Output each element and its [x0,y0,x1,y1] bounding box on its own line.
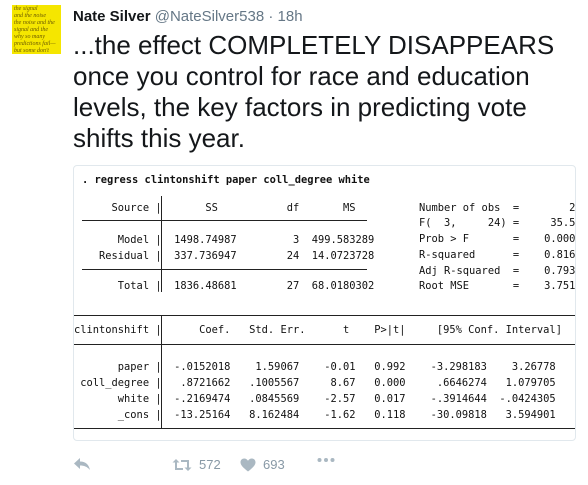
stat-root-mse: Root MSE = 3.7513 [419,280,576,292]
author-name[interactable]: Nate Silver [73,8,151,25]
anova-row-residual: Residual | 337.736947 24 14.0723728 [74,250,375,262]
coef-row-cons: _cons | -13.25164 8.162484 -1.62 0.118 -… [74,409,556,421]
like-count: 693 [263,457,285,472]
header-separator: · [268,8,274,25]
anova-rule-right-top [167,220,367,221]
retweet-button[interactable]: 572 [172,457,221,472]
coef-rule-left-bottom [74,428,164,429]
coef-rule-right-bottom [164,428,575,429]
stat-r-squared: R-squared = 0.8161 [419,249,576,261]
coef-vertical-rule [161,315,162,428]
stata-regression-output: . regress clintonshift paper coll_degree… [74,166,575,440]
stata-command: . regress clintonshift paper coll_degree… [82,174,370,186]
anova-rule-left-top [82,220,167,221]
more-icon [317,457,335,463]
anova-row-model: Model | 1498.74987 3 499.583289 [74,234,375,246]
stat-number-of-obs: Number of obs = 28 [419,202,576,214]
coef-row-paper: paper | -.0152018 1.59067 -0.01 0.992 -3… [74,361,556,373]
coef-row-white: white | -.2169474 .0845569 -2.57 0.017 -… [74,393,556,405]
anova-row-total: Total | 1836.48681 27 68.0180302 [74,280,375,292]
author-handle[interactable]: @NateSilver538 [154,8,265,25]
tweet-timestamp[interactable]: 18h [277,8,303,25]
stat-prob-f: Prob > F = 0.0000 [419,233,576,245]
tweet-header: Nate Silver @NateSilver538 · 18h [73,8,303,25]
retweet-icon [172,458,192,472]
stat-f: F( 3, 24) = 35.50 [419,217,576,229]
anova-vertical-rule [161,196,162,292]
coef-rule-left-mid [74,344,164,345]
retweet-count: 572 [199,457,221,472]
like-button[interactable]: 693 [240,457,285,472]
coef-rule-right-top [164,315,575,316]
tweet-image[interactable]: . regress clintonshift paper coll_degree… [73,165,576,441]
reply-button[interactable] [73,457,91,471]
avatar[interactable]: the signal and the noise the noise and t… [12,5,61,54]
coef-header: clintonshift | Coef. Std. Err. t P>|t| [… [74,324,562,336]
more-button[interactable] [317,457,335,463]
coef-rule-right-mid [164,344,575,345]
reply-icon [73,457,91,471]
coef-row-coll-degree: coll_degree | .8721662 .1005567 8.67 0.0… [74,377,556,389]
coef-rule-left-top [74,315,164,316]
anova-rule-left-mid [82,269,167,270]
heart-icon [240,458,256,472]
tweet-text: ...the effect COMPLETELY DISAPPEARS once… [73,30,555,153]
anova-rule-right-mid [167,269,367,270]
avatar-book-cover-text: the signal and the noise the noise and t… [14,6,56,54]
stat-adj-r-squared: Adj R-squared = 0.7931 [419,265,576,277]
anova-header: Source | SS df MS [74,202,356,214]
